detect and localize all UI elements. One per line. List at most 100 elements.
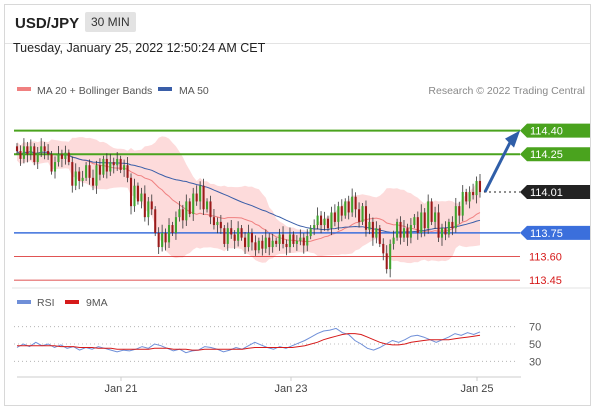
candle-body — [105, 158, 108, 172]
symbol-title: USD/JPY — [15, 15, 80, 32]
moving-averages — [16, 150, 481, 243]
candle-body — [29, 146, 32, 155]
candle-body — [299, 237, 302, 241]
candle-body — [364, 206, 368, 230]
candle-body — [43, 146, 46, 152]
candle-body — [250, 232, 253, 243]
candle-body — [420, 212, 423, 233]
candle-body — [475, 180, 478, 196]
candle-body — [434, 212, 437, 222]
candle-body — [202, 185, 205, 210]
time-tick-label: Jan 21 — [104, 383, 137, 395]
time-axis: Jan 21 Jan 23 Jan 25 — [104, 377, 494, 395]
candle-body — [240, 228, 243, 238]
candle-body — [275, 240, 278, 244]
candle-body — [444, 228, 447, 235]
candle-body — [323, 218, 326, 226]
research-credit: Research © 2022 Trading Central — [428, 85, 585, 97]
level-tag — [520, 147, 590, 162]
bollinger-band — [17, 136, 480, 264]
candle-body — [129, 177, 133, 207]
candle-body — [254, 242, 257, 251]
candle-body — [181, 209, 184, 221]
candle-body — [233, 234, 236, 241]
timeframe-badge[interactable]: 30 MIN — [85, 12, 136, 32]
candle-body — [409, 225, 412, 238]
ma20-legend-swatch — [17, 87, 31, 91]
level-tag — [520, 225, 590, 240]
candle-body — [209, 201, 212, 218]
candle-body — [288, 234, 291, 248]
candle-body — [161, 232, 164, 248]
candle-body — [447, 221, 450, 235]
level-label-1: 114.25 — [520, 147, 590, 162]
rsi-legend-label: RSI — [37, 297, 55, 309]
rsi-tick-label: 30 — [529, 356, 541, 368]
level-text: 113.60 — [529, 252, 562, 264]
candle-body — [375, 228, 378, 238]
candle-body — [98, 165, 101, 175]
candle-body — [302, 237, 305, 246]
candle-body — [157, 232, 160, 248]
candle-body — [199, 185, 202, 202]
level-text: 114.25 — [530, 149, 563, 161]
level-label-5: 113.45 — [529, 275, 562, 287]
candle-body — [361, 206, 364, 222]
candle-body — [330, 212, 333, 229]
forecast-arrow-shaft — [483, 137, 514, 193]
candle-body — [458, 206, 461, 216]
candle-body — [306, 236, 309, 246]
rsi-legend-swatch — [17, 300, 31, 304]
candle-body — [164, 232, 167, 243]
key-levels — [14, 129, 520, 281]
candle-body — [313, 225, 316, 229]
candle-body — [292, 234, 295, 244]
level-tag — [520, 123, 590, 138]
rsi-ma-line — [17, 333, 481, 351]
candle-body — [91, 177, 95, 186]
candle-body — [399, 221, 402, 238]
candle-body — [188, 201, 191, 215]
candle-body — [150, 201, 153, 210]
candle-body — [285, 243, 288, 248]
candle-body — [178, 209, 181, 218]
candle-body — [351, 196, 354, 213]
candle-body — [402, 228, 406, 238]
candle-body — [368, 221, 371, 230]
candle-body — [226, 228, 229, 244]
candle-body — [416, 217, 419, 233]
candle-body — [192, 193, 195, 215]
candle-body — [406, 228, 409, 238]
candle-body — [219, 221, 222, 229]
chart-timestamp: Tuesday, January 25, 2022 12:50:24 AM CE… — [13, 41, 266, 55]
level-text: 113.75 — [530, 228, 563, 240]
level-label-3: 113.75 — [520, 225, 590, 240]
forecast-arrow-head — [505, 130, 520, 148]
candle-body — [478, 180, 482, 192]
candle-body — [74, 171, 77, 186]
candle-body — [206, 201, 209, 210]
candle-body — [95, 165, 98, 186]
candle-body — [78, 171, 81, 181]
rsi-tick-label: 70 — [529, 322, 541, 334]
candle-body — [337, 206, 340, 222]
ma50-line — [16, 150, 481, 233]
candle-body — [392, 237, 395, 244]
candle-body — [185, 201, 188, 221]
level-labels: 114.40 114.25 114.01 113.75 113.60 113.45 — [520, 123, 590, 287]
candle-body — [358, 209, 361, 222]
candle-body — [354, 196, 357, 210]
candle-body — [33, 146, 36, 163]
candle-body — [347, 201, 350, 213]
rsi-tick-label: 50 — [529, 339, 541, 351]
candle-body — [119, 158, 122, 170]
candle-body — [167, 225, 171, 243]
candle-body — [22, 146, 25, 159]
candle-body — [47, 151, 50, 155]
time-tick-label: Jan 23 — [274, 383, 307, 395]
candle-body — [454, 206, 457, 229]
candle-body — [50, 154, 53, 172]
candle-body — [64, 152, 67, 159]
rsi-ma-legend-swatch — [65, 300, 79, 304]
candle-body — [427, 201, 430, 229]
